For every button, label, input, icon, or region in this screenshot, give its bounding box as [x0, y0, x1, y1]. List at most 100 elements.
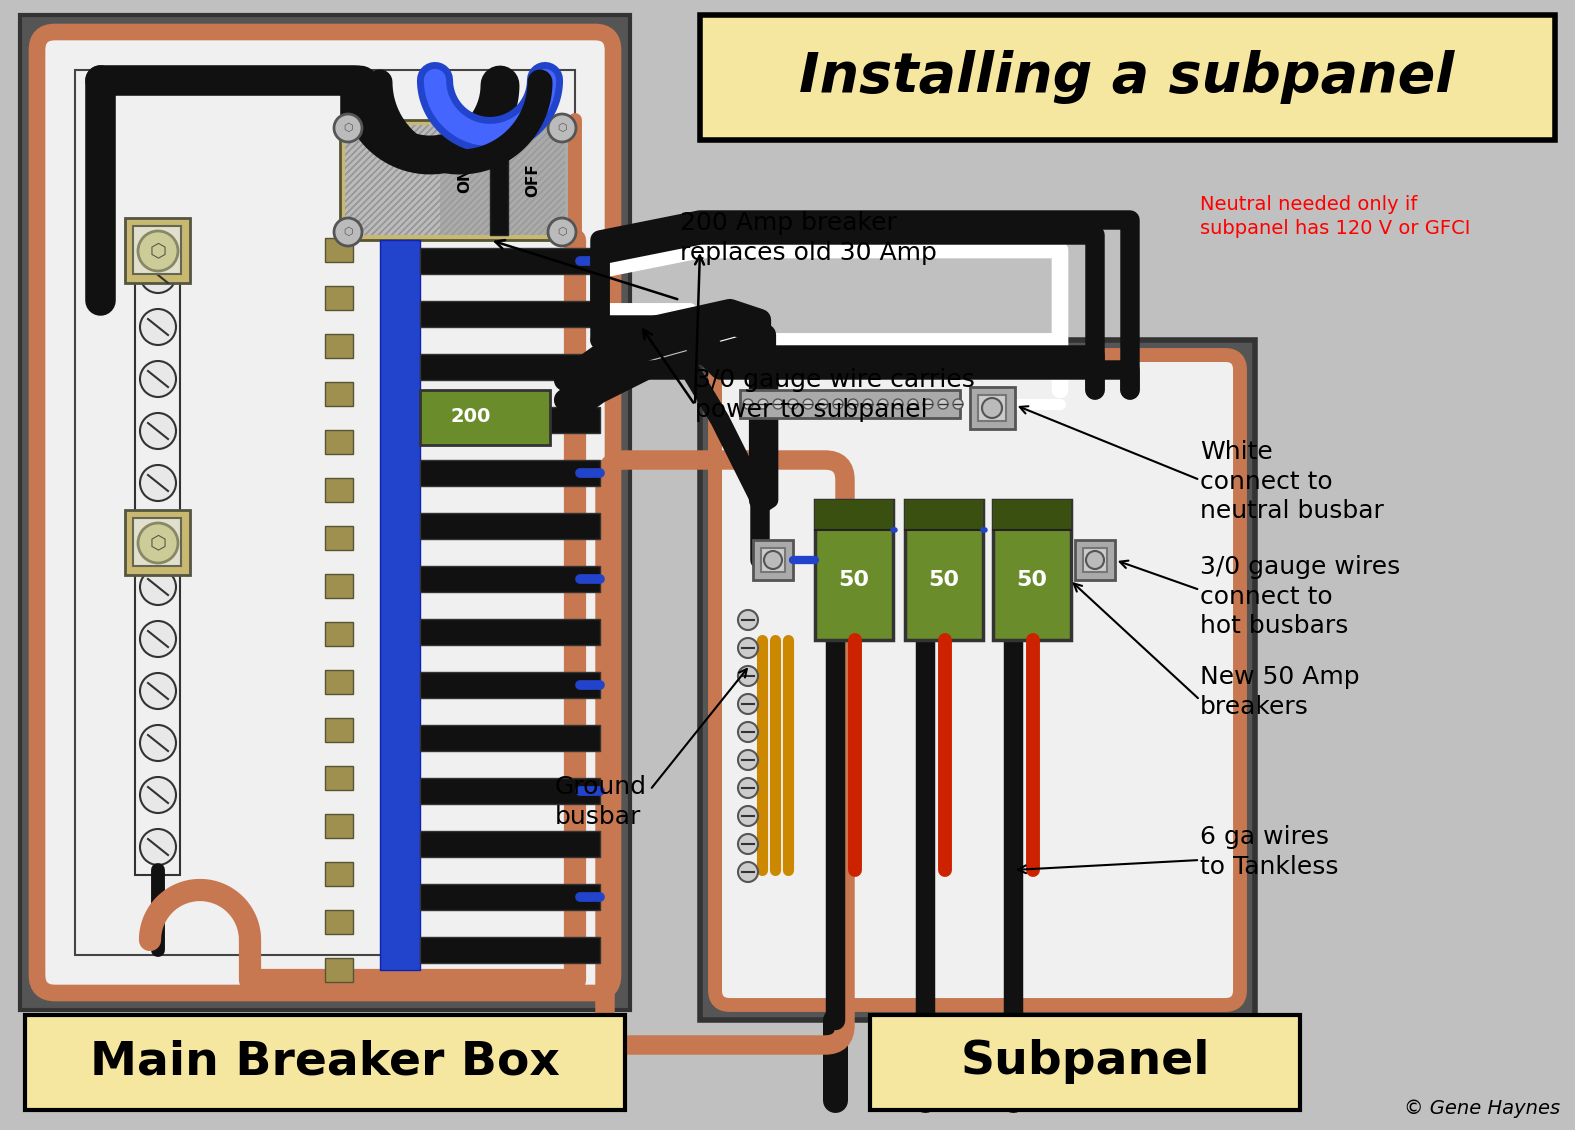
Circle shape	[140, 518, 176, 553]
Bar	[699, 15, 1555, 140]
Bar	[421, 247, 600, 273]
Circle shape	[140, 622, 176, 657]
Text: Ground
busbar: Ground busbar	[554, 775, 647, 828]
Bar	[421, 672, 600, 698]
Bar	[421, 460, 600, 486]
Bar	[421, 725, 600, 751]
Bar	[970, 386, 1014, 429]
Circle shape	[764, 551, 783, 570]
Bar	[992, 499, 1071, 530]
Text: ON: ON	[457, 167, 472, 193]
Circle shape	[773, 399, 783, 409]
Circle shape	[893, 399, 902, 409]
Text: Subpanel: Subpanel	[961, 1040, 1210, 1085]
Bar	[324, 718, 353, 742]
Bar	[1076, 540, 1115, 580]
Bar	[324, 478, 353, 502]
Circle shape	[140, 777, 176, 812]
Bar	[421, 390, 550, 445]
Circle shape	[923, 399, 932, 409]
Text: 50: 50	[1016, 570, 1047, 590]
Bar	[421, 513, 600, 539]
Bar	[324, 382, 353, 406]
Bar	[421, 354, 600, 380]
Circle shape	[140, 673, 176, 709]
Circle shape	[140, 412, 176, 449]
Bar	[1084, 548, 1107, 572]
Circle shape	[140, 308, 176, 345]
Bar	[869, 1015, 1299, 1110]
Bar	[740, 390, 961, 418]
Bar	[340, 120, 575, 240]
Bar	[761, 548, 784, 572]
Bar	[324, 574, 353, 598]
Bar	[324, 334, 353, 358]
Text: © Gene Haynes: © Gene Haynes	[1403, 1099, 1559, 1118]
Bar	[490, 125, 509, 235]
Bar	[814, 499, 893, 640]
Bar	[814, 499, 893, 530]
Bar	[421, 831, 600, 857]
Bar	[421, 301, 600, 327]
Circle shape	[803, 399, 813, 409]
Bar	[421, 619, 600, 645]
Circle shape	[548, 114, 576, 142]
Text: ⬡: ⬡	[150, 242, 167, 261]
Circle shape	[140, 725, 176, 760]
Bar	[324, 286, 353, 310]
Circle shape	[140, 360, 176, 397]
Circle shape	[953, 399, 962, 409]
Bar	[992, 499, 1071, 640]
Text: New 50 Amp
breakers: New 50 Amp breakers	[1200, 664, 1359, 719]
Circle shape	[939, 399, 948, 409]
Text: 50: 50	[929, 570, 959, 590]
Text: 6 ga wires
to Tankless: 6 ga wires to Tankless	[1200, 825, 1339, 879]
Bar	[720, 360, 1235, 1000]
Circle shape	[739, 862, 758, 883]
Bar	[124, 510, 191, 575]
Circle shape	[739, 694, 758, 714]
Circle shape	[758, 399, 769, 409]
Bar	[421, 884, 600, 910]
Circle shape	[739, 777, 758, 798]
Circle shape	[877, 399, 888, 409]
Bar	[132, 518, 181, 566]
Circle shape	[788, 399, 799, 409]
Circle shape	[817, 399, 828, 409]
Circle shape	[739, 610, 758, 631]
Circle shape	[739, 666, 758, 686]
Circle shape	[140, 829, 176, 864]
Bar	[345, 125, 565, 235]
Text: ⬡: ⬡	[558, 123, 567, 133]
Bar	[324, 431, 353, 454]
Circle shape	[739, 750, 758, 770]
Circle shape	[334, 114, 362, 142]
Bar	[132, 226, 181, 273]
Bar	[39, 35, 610, 990]
Bar	[978, 396, 1006, 421]
Bar	[324, 862, 353, 886]
Bar	[135, 255, 180, 875]
Text: Installing a subpanel: Installing a subpanel	[800, 50, 1455, 104]
Bar	[906, 499, 983, 640]
Text: 3/0 gauge wire carries
power to subpanel: 3/0 gauge wire carries power to subpanel	[695, 368, 975, 421]
Bar	[421, 937, 600, 963]
Text: White
connect to
neutral busbar: White connect to neutral busbar	[1200, 440, 1384, 523]
Circle shape	[909, 399, 918, 409]
Text: 200: 200	[450, 408, 490, 426]
Circle shape	[139, 523, 178, 563]
Circle shape	[140, 257, 176, 293]
Circle shape	[739, 638, 758, 658]
Text: 3/0 gauge wires
connect to
hot busbars: 3/0 gauge wires connect to hot busbars	[1200, 555, 1400, 638]
Circle shape	[739, 834, 758, 854]
Bar	[324, 622, 353, 646]
Bar	[324, 958, 353, 982]
Bar	[324, 910, 353, 935]
Bar	[421, 566, 600, 592]
Bar	[20, 15, 630, 1010]
Circle shape	[140, 570, 176, 605]
Text: 50: 50	[838, 570, 869, 590]
Bar	[76, 70, 575, 955]
Bar	[906, 499, 983, 530]
Bar	[421, 407, 600, 433]
